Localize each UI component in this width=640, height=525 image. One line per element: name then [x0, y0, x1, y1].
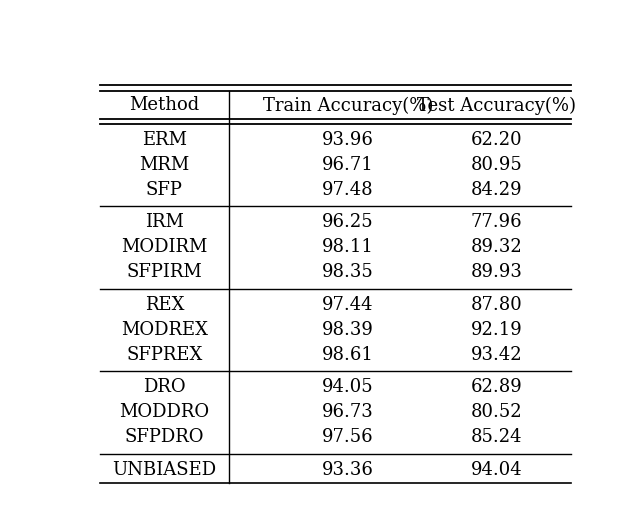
Text: 89.32: 89.32 [471, 238, 522, 256]
Text: 98.61: 98.61 [322, 346, 374, 364]
Text: 98.35: 98.35 [322, 264, 374, 281]
Text: 80.52: 80.52 [471, 403, 522, 421]
Text: 94.05: 94.05 [322, 378, 374, 396]
Text: MODIRM: MODIRM [121, 238, 207, 256]
Text: 97.48: 97.48 [322, 181, 374, 199]
Text: 62.89: 62.89 [471, 378, 522, 396]
Text: 62.20: 62.20 [471, 131, 522, 149]
Text: 96.25: 96.25 [322, 213, 374, 232]
Text: 80.95: 80.95 [471, 156, 522, 174]
Text: SFPREX: SFPREX [126, 346, 202, 364]
Text: REX: REX [145, 296, 184, 314]
Text: UNBIASED: UNBIASED [112, 460, 216, 479]
Text: IRM: IRM [145, 213, 184, 232]
Text: 94.04: 94.04 [471, 460, 522, 479]
Text: SFPIRM: SFPIRM [127, 264, 202, 281]
Text: 96.73: 96.73 [322, 403, 374, 421]
Text: 93.42: 93.42 [471, 346, 522, 364]
Text: MODDRO: MODDRO [119, 403, 209, 421]
Text: 96.71: 96.71 [322, 156, 374, 174]
Text: 98.11: 98.11 [322, 238, 374, 256]
Text: 93.36: 93.36 [322, 460, 374, 479]
Text: 84.29: 84.29 [471, 181, 522, 199]
Text: 77.96: 77.96 [471, 213, 522, 232]
Text: ERM: ERM [142, 131, 187, 149]
Text: Method: Method [129, 97, 200, 114]
Text: 97.44: 97.44 [322, 296, 374, 314]
Text: 85.24: 85.24 [471, 428, 522, 446]
Text: Train Accuracy(%): Train Accuracy(%) [262, 96, 433, 114]
Text: 89.93: 89.93 [470, 264, 523, 281]
Text: 92.19: 92.19 [471, 321, 522, 339]
Text: 97.56: 97.56 [322, 428, 374, 446]
Text: 98.39: 98.39 [322, 321, 374, 339]
Text: MODREX: MODREX [121, 321, 208, 339]
Text: Test Accuracy(%): Test Accuracy(%) [417, 96, 576, 114]
Text: 93.96: 93.96 [322, 131, 374, 149]
Text: SFP: SFP [146, 181, 183, 199]
Text: SFPDRO: SFPDRO [125, 428, 204, 446]
Text: MRM: MRM [139, 156, 189, 174]
Text: DRO: DRO [143, 378, 186, 396]
Text: 87.80: 87.80 [471, 296, 522, 314]
